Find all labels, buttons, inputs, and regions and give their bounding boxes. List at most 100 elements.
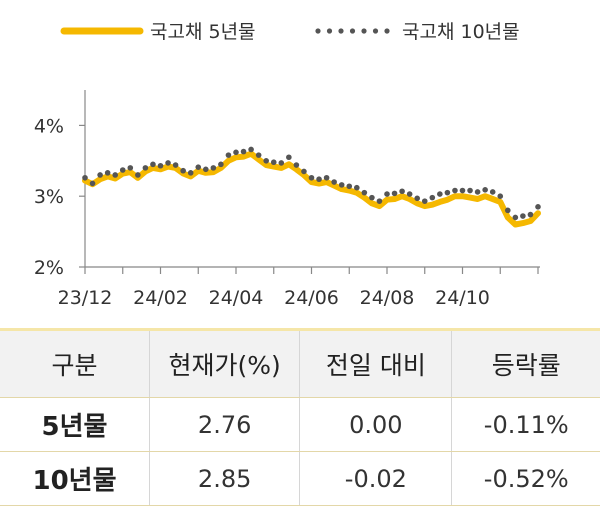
series-point-ten-year [248,146,254,153]
table-header-row: 구분 현재가(%) 전일 대비 등락률 [0,328,600,398]
series-point-ten-year [354,184,360,191]
legend-dot [349,28,356,34]
series-point-ten-year [165,160,171,166]
yield-chart: 국고채 5년물 국고채 10년물 4%3%2% 23/12 24/02 24/04 2… [34,21,541,309]
series-point-ten-year [112,172,118,178]
series-point-ten-year [89,180,96,187]
x-tick-label: 24/02 [133,287,188,309]
header-category: 구분 [0,328,151,398]
series-point-ten-year [233,149,239,156]
series-point-ten-year [338,182,345,188]
series-point-ten-year [505,207,511,214]
series-point-ten-year [437,191,443,197]
series-point-ten-year [391,190,398,197]
row-current: 2.76 [149,397,301,452]
series-point-ten-year [270,159,277,166]
series-point-ten-year [142,165,149,171]
series-point-ten-year [399,188,405,195]
row-label: 5년물 [0,397,151,452]
series-point-ten-year [180,167,186,174]
x-tick-label: 24/10 [435,287,490,309]
x-tick-label: 24/08 [360,287,415,309]
series-point-ten-year [361,189,368,196]
series-point-ten-year [195,164,202,170]
legend-dot [338,28,344,34]
series-point-ten-year [218,161,224,168]
series-point-ten-year [497,193,504,199]
series-point-ten-year [308,174,315,181]
series-point-ten-year [527,211,534,218]
series-point-ten-year [157,162,164,169]
series-point-ten-year [331,179,337,185]
series-point-ten-year [119,167,126,173]
series-layer [82,146,541,228]
series-point-ten-year [384,191,390,197]
series-point-ten-year [429,194,436,201]
series-point-ten-year [293,162,300,168]
series-point-ten-year [346,183,353,190]
series-point-ten-year [467,187,473,194]
row-change: -0.02 [299,451,453,506]
series-line-five-year [82,150,541,228]
x-ticks: 23/12 24/02 24/04 24/06 24/08 24/10 [58,267,539,309]
series-point-ten-year [301,168,307,175]
series-point-ten-year [474,189,481,195]
series-point-ten-year [203,166,209,173]
series-point-ten-year [323,174,330,181]
x-tick-label: 24/06 [284,287,339,309]
y-tick-label: 3% [34,186,64,208]
x-tick-label: 23/12 [58,287,113,309]
header-current: 현재가(%) [149,328,301,398]
series-point-ten-year [482,187,488,193]
legend-dot [372,28,379,34]
y-ticks: 4% 3% 2% [34,115,85,279]
header-change: 전일 대비 [299,328,453,398]
series-point-ten-year [376,198,383,204]
legend-dot [361,28,367,34]
legend: 국고채 5년물 국고채 10년물 [60,21,520,43]
series-point-ten-year [512,214,519,221]
series-point-ten-year [240,148,247,155]
series-point-ten-year [263,158,270,164]
series-point-ten-year [452,187,458,194]
series-point-ten-year [150,161,156,168]
series-point-ten-year [459,187,466,194]
series-point-ten-year [369,194,375,201]
legend-ten-year-label: 국고채 10년물 [402,21,520,43]
series-point-ten-year [421,198,428,204]
series-point-ten-year [520,213,526,219]
series-point-ten-year [104,170,111,176]
y-tick-label: 4% [34,115,64,137]
legend-five-year-label: 국고채 5년물 [150,21,256,43]
legend-dot [326,28,333,34]
table-row: 5년물 2.76 0.00 -0.11% [0,397,600,452]
series-point-ten-year [444,189,451,196]
series-point-ten-year [489,189,496,195]
row-change: 0.00 [299,397,453,452]
series-point-ten-year [278,160,285,166]
series-point-ten-year [406,191,413,197]
row-label: 10년물 [0,451,151,506]
legend-ten-year-swatch [315,28,390,34]
table-row: 10년물 2.85 -0.02 -0.52% [0,451,600,506]
row-rate: -0.11% [451,397,600,452]
series-point-ten-year [135,172,141,178]
series-point-ten-year [172,162,179,168]
row-rate: -0.52% [451,451,600,506]
series-point-ten-year [210,165,217,171]
series-point-ten-year [97,172,103,178]
series-point-ten-year [286,154,292,161]
series-point-ten-year [535,204,541,210]
series-point-ten-year [414,195,421,202]
row-current: 2.85 [149,451,301,506]
yield-table: 구분 현재가(%) 전일 대비 등락률 5년물 2.76 0.00 -0.11%… [0,328,600,506]
series-point-ten-year [316,176,322,183]
series-point-ten-year [127,165,134,171]
legend-dot [315,28,321,34]
series-point-ten-year [225,152,232,158]
series-point-ten-year [82,174,88,181]
x-tick-label: 24/04 [209,287,264,309]
y-tick-label: 2% [34,257,64,279]
series-point-ten-year [187,170,194,176]
header-rate: 등락률 [451,328,600,398]
